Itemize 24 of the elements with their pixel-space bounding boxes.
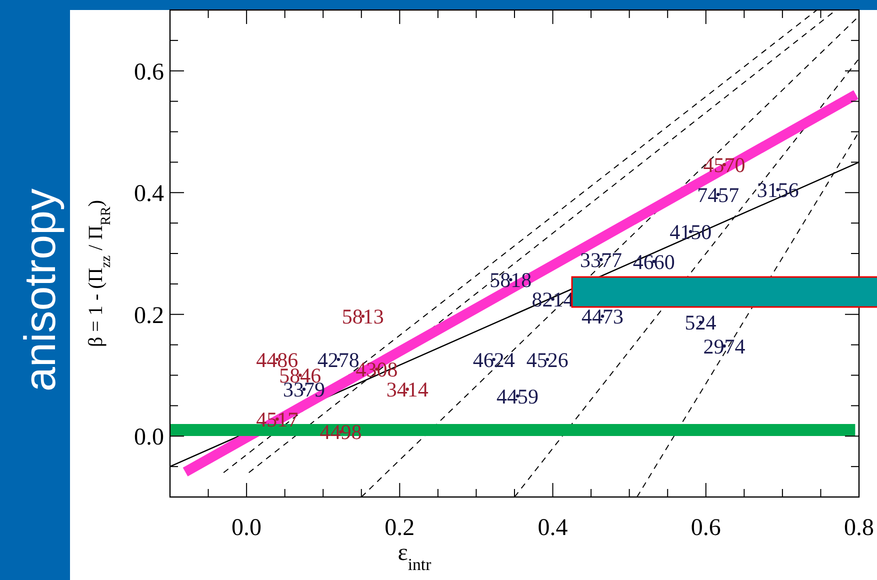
annotation: 3377: [580, 248, 622, 272]
y-tick-label: 0.0: [134, 424, 164, 451]
y-tick-label: 0.4: [134, 181, 164, 208]
x-axis-title: ε$_{intr}$: [398, 540, 432, 574]
annotation: 5813: [342, 304, 384, 329]
annotation: 4624: [472, 348, 516, 372]
x-tick-label: 0.0: [232, 515, 262, 541]
annotation: 524: [684, 310, 717, 335]
annotation: 4473: [582, 304, 624, 329]
y-tick-label: 0.2: [134, 302, 164, 329]
annotation: 3156: [756, 178, 799, 202]
annotation: 7457: [697, 182, 740, 207]
annotation: 4660: [632, 250, 675, 274]
x-tick-label: 0.4: [538, 515, 568, 541]
annotation: 3414: [386, 378, 429, 402]
annotation: 4517: [256, 407, 298, 432]
text: anisotropy: [16, 188, 65, 392]
annotation: 4526: [526, 348, 568, 372]
y-tick-label: 0.6: [134, 59, 164, 86]
x-tick-label: 0.8: [844, 515, 874, 541]
x-tick-label: 0.2: [384, 515, 415, 541]
annotation: 4459: [496, 384, 539, 408]
annotation: 2974: [703, 334, 746, 358]
x-tick-label: 0.6: [690, 515, 721, 541]
